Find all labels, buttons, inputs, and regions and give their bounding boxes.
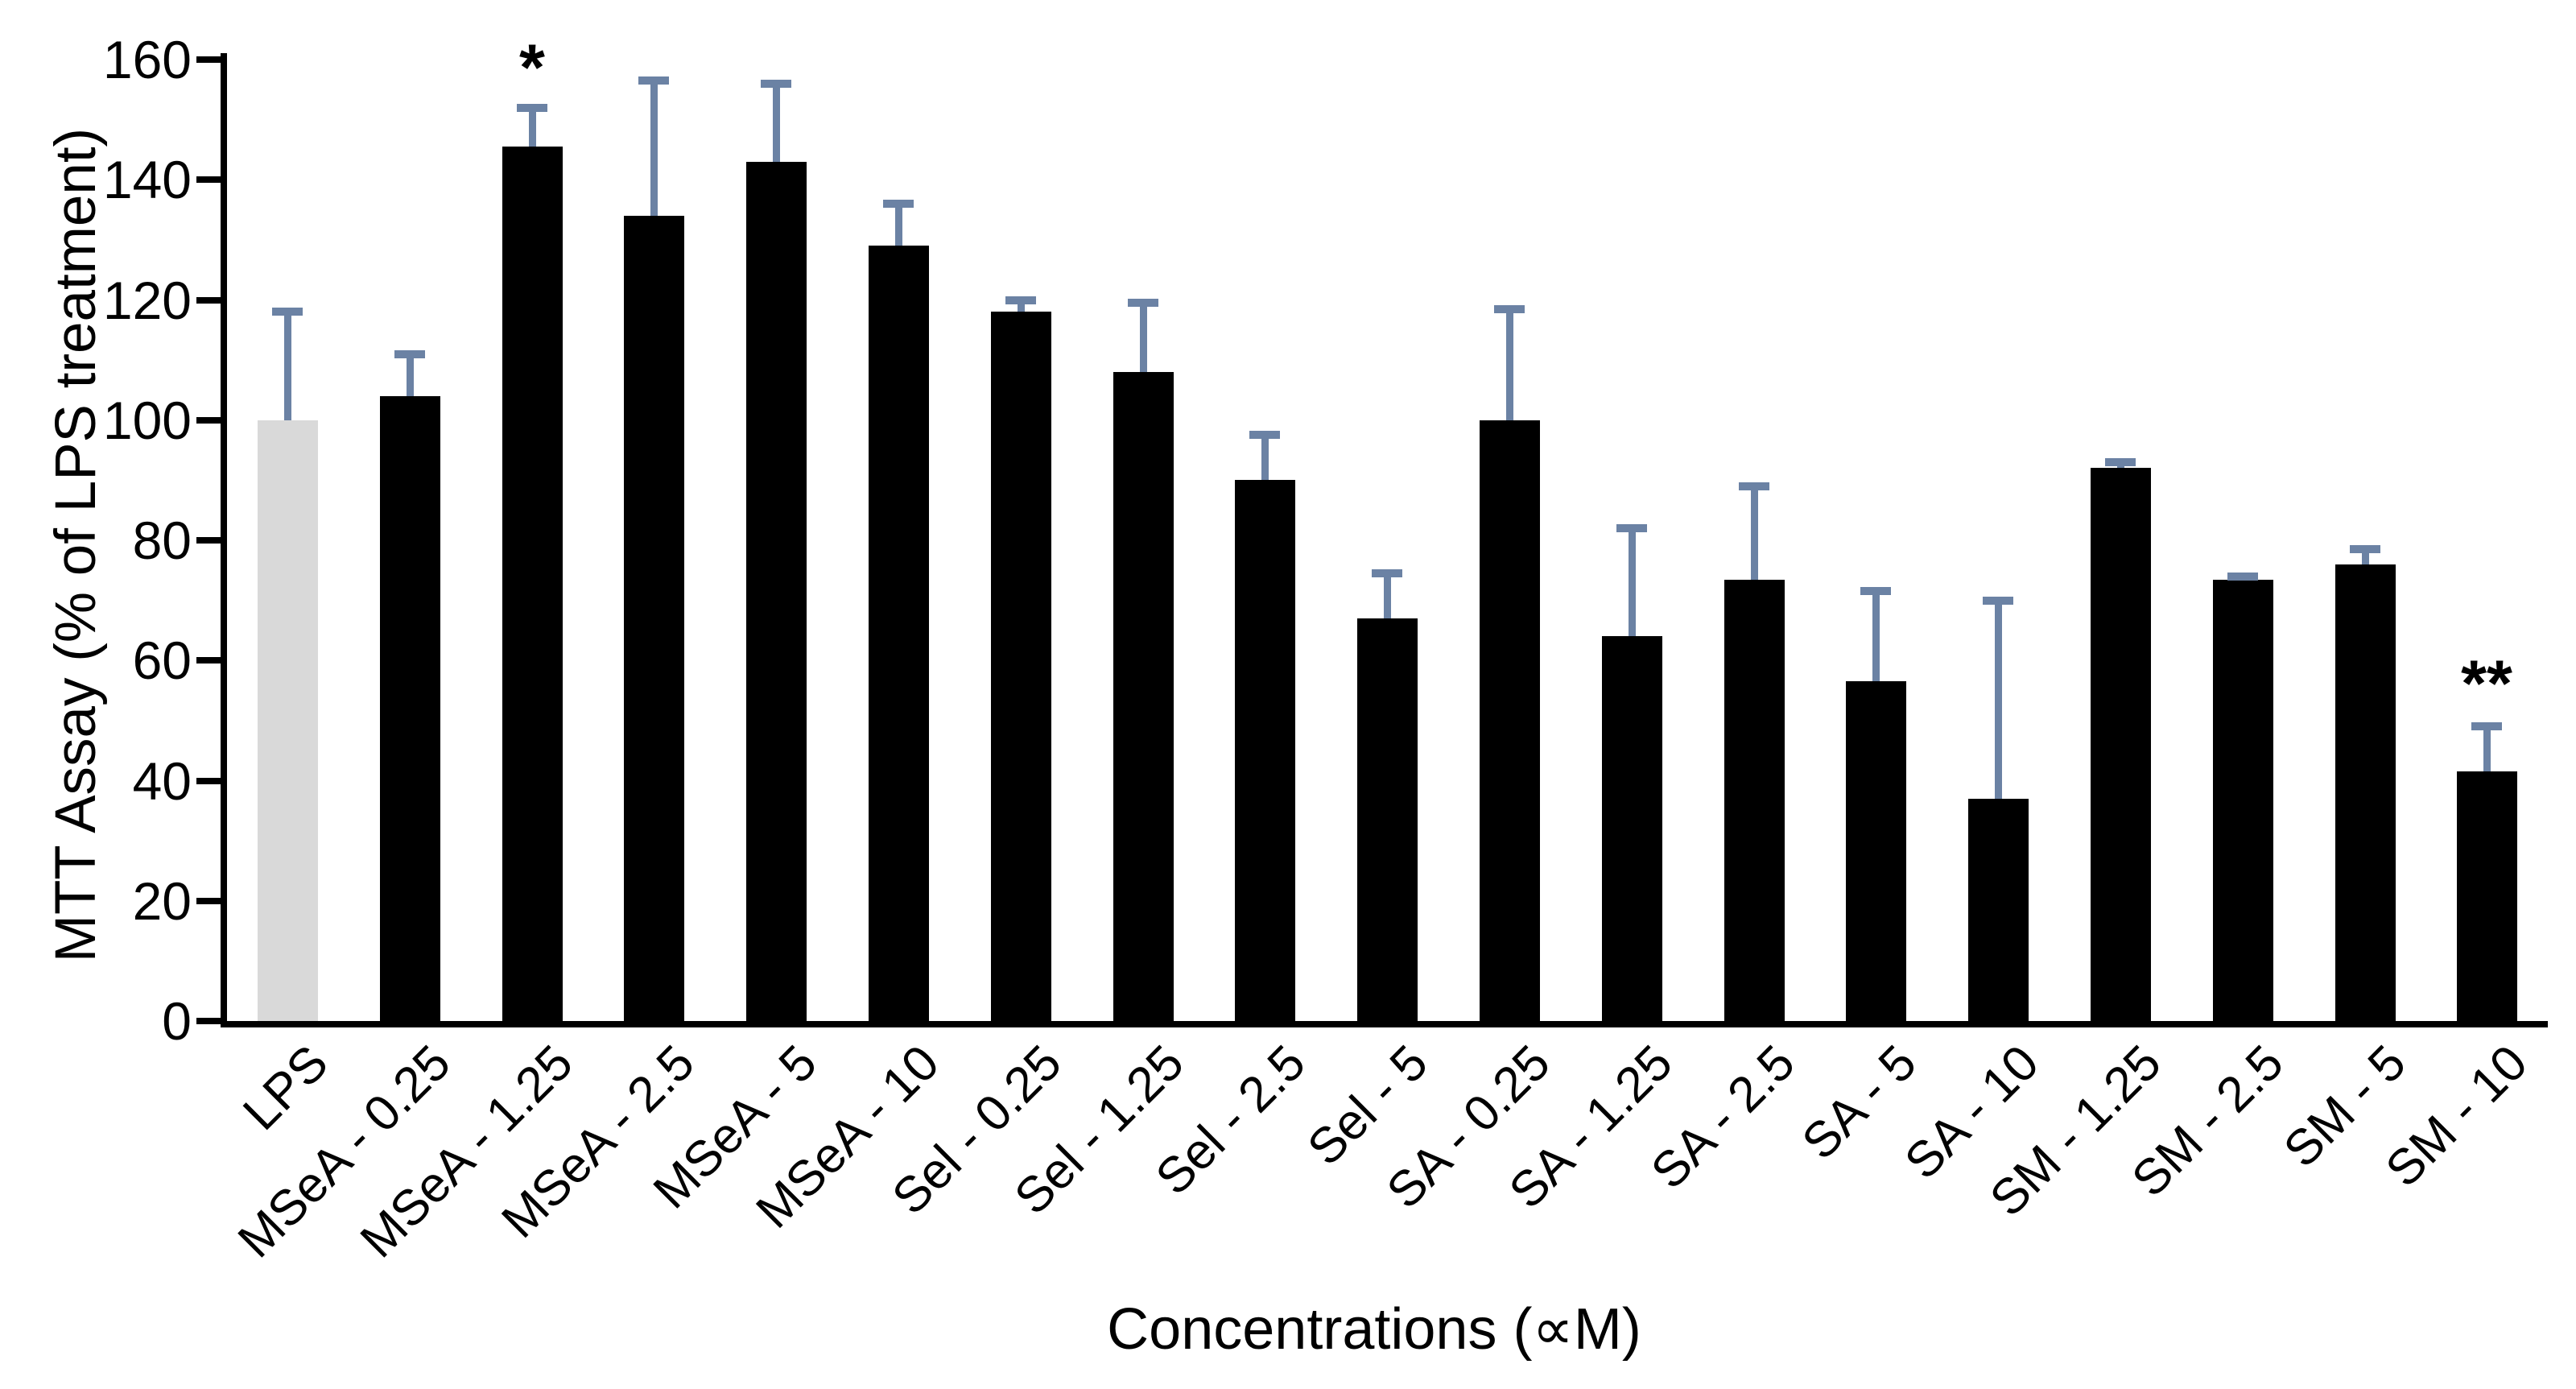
bar-MSeA-10 (868, 246, 929, 1021)
y-tick-label: 20 (132, 871, 192, 931)
error-bar-line (528, 108, 536, 147)
error-bar-line (2361, 549, 2369, 564)
y-tick-mark (196, 1018, 221, 1024)
bar-SA-1.25 (1601, 636, 1662, 1021)
y-tick-label: 120 (102, 271, 192, 330)
error-bar-line (1383, 573, 1391, 618)
error-bar-cap (2350, 545, 2380, 553)
bar-SM-10 (2456, 771, 2517, 1021)
y-tick-mark (196, 778, 221, 784)
error-bar-line (1750, 486, 1758, 580)
error-bar-cap (517, 104, 547, 112)
y-tick-label: 100 (102, 391, 192, 450)
bar-MSeA-2.5 (623, 216, 684, 1021)
bar-Sel-5 (1356, 618, 1418, 1021)
y-tick-mark (196, 537, 221, 544)
x-axis-line (221, 1021, 2548, 1027)
bar-MSeA-0.25 (379, 396, 440, 1021)
error-bar-line (283, 312, 291, 420)
error-bar-cap (1372, 569, 1402, 577)
error-bar-line (650, 81, 658, 216)
y-tick-label: 40 (132, 751, 192, 811)
error-bar-line (406, 354, 414, 396)
error-bar-cap (883, 200, 914, 208)
error-bar-cap (761, 80, 791, 88)
error-bar-cap (1616, 524, 1647, 532)
y-tick-mark (196, 176, 221, 183)
error-bar-line (1628, 528, 1636, 636)
y-tick-mark (196, 56, 221, 63)
x-category-label: LPS (233, 1035, 339, 1141)
bar-SA-10 (1967, 799, 2029, 1021)
bar-SM-2.5 (2212, 580, 2273, 1021)
bar-SM-5 (2334, 564, 2396, 1021)
bar-MSeA-1.25 (502, 147, 563, 1021)
y-tick-label: 140 (102, 150, 192, 209)
bar-SA-2.5 (1724, 580, 1785, 1021)
bar-MSeA-5 (745, 162, 807, 1021)
error-bar-cap (272, 308, 303, 316)
y-tick-mark (196, 898, 221, 904)
error-bar-cap (1249, 431, 1280, 439)
error-bar-cap (1860, 587, 1891, 595)
error-bar-line (1261, 435, 1269, 480)
error-bar-cap (1494, 305, 1525, 313)
significance-annotation: * (519, 31, 545, 105)
error-bar-line (772, 84, 780, 162)
error-bar-cap (2105, 458, 2136, 466)
error-bar-cap (638, 76, 669, 85)
error-bar-line (1017, 300, 1025, 312)
error-bar-line (2483, 726, 2491, 771)
bar-SA-0.25 (1479, 420, 1540, 1021)
error-bar-cap (1128, 299, 1158, 307)
bar-Sel-1.25 (1113, 372, 1174, 1021)
error-bar-line (1139, 303, 1147, 372)
bar-Sel-0.25 (990, 312, 1051, 1021)
error-bar-cap (2227, 573, 2258, 581)
error-bar-line (1505, 309, 1513, 420)
x-axis-title: Concentrations (∝M) (1107, 1297, 1641, 1362)
y-tick-mark (196, 417, 221, 424)
error-bar-cap (1983, 597, 2013, 605)
y-tick-mark (196, 657, 221, 663)
significance-annotation: ** (2461, 647, 2512, 721)
y-tick-label: 60 (132, 630, 192, 690)
y-axis-line (221, 53, 227, 1024)
bar-SA-5 (1845, 681, 1906, 1021)
error-bar-line (1872, 591, 1880, 681)
bar-Sel-2.5 (1234, 480, 1295, 1021)
y-tick-label: 0 (162, 991, 192, 1051)
error-bar-cap (394, 350, 425, 358)
y-tick-label: 160 (102, 30, 192, 89)
y-tick-mark (196, 297, 221, 304)
error-bar-line (1994, 601, 2002, 799)
error-bar-cap (1005, 296, 1036, 304)
bar-LPS (257, 420, 318, 1021)
error-bar-cap (1739, 482, 1769, 490)
bar-SM-1.25 (2090, 468, 2151, 1021)
error-bar-cap (2471, 722, 2502, 730)
y-tick-label: 80 (132, 511, 192, 570)
error-bar-line (894, 204, 902, 246)
